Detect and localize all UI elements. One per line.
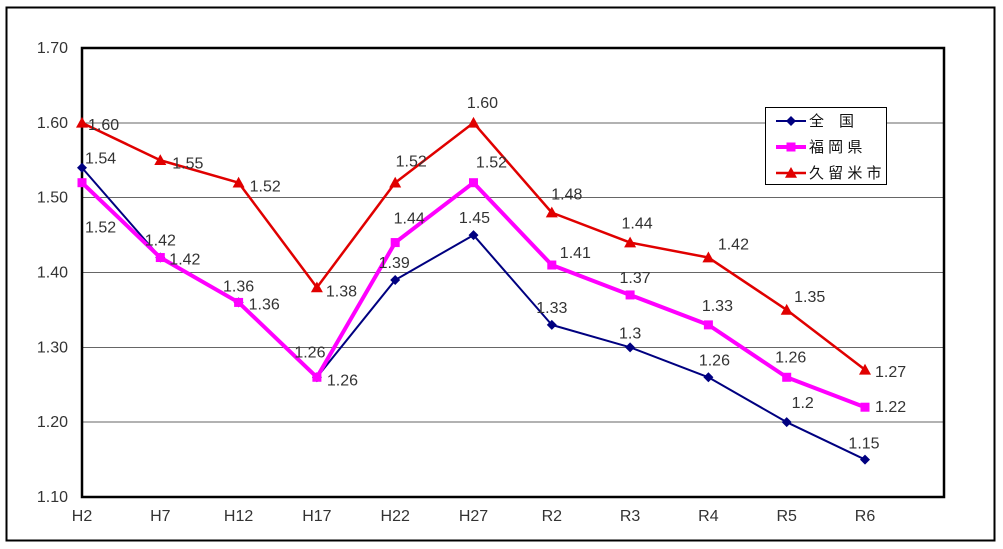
- marker-national-r2: [546, 319, 557, 330]
- marker-fukuoka-r3: [625, 290, 635, 300]
- data-label-fukuoka-h12: 1.36: [249, 296, 280, 313]
- data-label-kurume-r3: 1.44: [622, 216, 653, 233]
- plot-area-border: [80, 46, 946, 499]
- figure-border: [5, 6, 996, 542]
- data-label-kurume-r4: 1.42: [718, 237, 749, 254]
- legend-marker-kurume: [785, 167, 797, 178]
- marker-kurume-h17: [310, 281, 323, 293]
- y-axis-tick-label: 1.60: [37, 115, 68, 132]
- data-label-kurume-h7: 1.55: [172, 155, 203, 172]
- data-label-fukuoka-r6: 1.22: [875, 399, 906, 416]
- data-label-national-h7: 1.42: [145, 233, 176, 250]
- marker-kurume-h27: [467, 116, 480, 128]
- legend-label-kurume: 久 留 米 市: [809, 165, 882, 182]
- marker-kurume-r6: [859, 363, 871, 375]
- data-label-kurume-r2: 1.48: [551, 187, 582, 204]
- data-label-fukuoka-h2: 1.52: [85, 220, 116, 237]
- y-axis-tick-label: 1.50: [37, 190, 68, 207]
- data-label-kurume-h22: 1.52: [396, 154, 427, 171]
- data-label-national-h2: 1.54: [85, 151, 116, 168]
- legend-label-fukuoka: 福 岡 県: [809, 139, 862, 156]
- data-label-fukuoka-r5: 1.26: [775, 349, 806, 366]
- x-axis-tick-label: R3: [620, 508, 641, 525]
- y-axis-tick-label: 1.40: [37, 265, 68, 282]
- marker-national-r3: [625, 342, 636, 353]
- marker-kurume-h12: [232, 176, 245, 188]
- marker-fukuoka-r4: [703, 320, 713, 330]
- marker-kurume-r2: [545, 206, 558, 218]
- marker-national-r6: [860, 454, 870, 465]
- x-axis-tick-label: H27: [459, 508, 488, 525]
- data-label-fukuoka-h27: 1.52: [476, 155, 507, 172]
- data-label-national-h12: 1.36: [223, 278, 254, 295]
- marker-national-r5: [781, 417, 792, 428]
- data-label-kurume-h12: 1.52: [250, 179, 281, 196]
- marker-fukuoka-h12: [234, 297, 244, 307]
- data-label-kurume-h27: 1.60: [467, 95, 498, 112]
- x-axis-tick-label: H22: [381, 508, 410, 525]
- data-label-national-h17: 1.26: [294, 344, 325, 361]
- marker-kurume-r5: [780, 303, 793, 315]
- x-axis-tick-label: H2: [72, 508, 93, 525]
- y-axis-tick-label: 1.70: [37, 40, 68, 57]
- marker-fukuoka-r6: [860, 402, 870, 412]
- y-axis-tick-label: 1.30: [37, 339, 68, 356]
- legend-marker-national: [786, 116, 796, 126]
- data-label-national-r3: 1.3: [619, 325, 641, 342]
- marker-kurume-r3: [624, 236, 637, 248]
- marker-fukuoka-h17: [312, 372, 322, 382]
- data-label-kurume-h17: 1.38: [326, 283, 357, 300]
- data-label-kurume-r5: 1.35: [794, 289, 825, 306]
- marker-national-h27: [468, 230, 479, 241]
- marker-fukuoka-h22: [390, 238, 400, 248]
- data-label-national-h22: 1.39: [379, 255, 410, 272]
- marker-national-r4: [703, 372, 714, 383]
- marker-kurume-h22: [389, 176, 402, 188]
- marker-fukuoka-r2: [547, 260, 557, 270]
- data-label-fukuoka-h22: 1.44: [394, 211, 425, 228]
- marker-fukuoka-h2: [77, 178, 87, 188]
- y-axis-tick-label: 1.10: [37, 489, 68, 506]
- data-label-fukuoka-r4: 1.33: [702, 298, 733, 315]
- data-label-fukuoka-h17: 1.26: [327, 372, 358, 389]
- x-axis-tick-label: H7: [150, 508, 171, 525]
- marker-kurume-h2: [76, 116, 88, 128]
- marker-fukuoka-r5: [782, 372, 792, 382]
- x-axis-tick-label: H12: [224, 508, 253, 525]
- data-label-fukuoka-h7: 1.42: [169, 252, 200, 269]
- x-axis-tick-label: R6: [855, 508, 876, 525]
- marker-national-h2: [77, 162, 87, 173]
- marker-fukuoka-h27: [469, 178, 478, 188]
- x-axis-tick-label: R4: [698, 508, 719, 525]
- marker-fukuoka-h7: [155, 253, 165, 263]
- data-label-national-r6: 1.15: [848, 436, 879, 453]
- data-label-fukuoka-r3: 1.37: [620, 270, 651, 287]
- data-label-national-r4: 1.26: [699, 352, 730, 369]
- y-axis-tick-label: 1.20: [37, 414, 68, 431]
- legend-marker-fukuoka: [786, 142, 796, 152]
- data-label-national-r2: 1.33: [536, 300, 567, 317]
- marker-national-h22: [390, 274, 401, 285]
- legend-label-national: 全 国: [809, 112, 854, 130]
- data-label-kurume-h2: 1.60: [88, 117, 119, 134]
- x-axis-tick-label: H17: [302, 508, 331, 525]
- marker-kurume-h7: [154, 154, 167, 166]
- data-label-fukuoka-r2: 1.41: [560, 245, 591, 262]
- data-label-national-r5: 1.2: [792, 395, 814, 412]
- data-label-national-h27: 1.45: [459, 210, 490, 227]
- x-axis-tick-label: R5: [776, 508, 797, 525]
- data-label-kurume-r6: 1.27: [875, 364, 906, 381]
- x-axis-tick-label: R2: [542, 508, 563, 525]
- marker-kurume-r4: [702, 251, 715, 263]
